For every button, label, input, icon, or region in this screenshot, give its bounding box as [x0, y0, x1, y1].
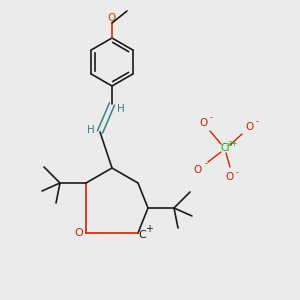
Text: O: O	[246, 122, 254, 132]
Text: O: O	[226, 172, 234, 182]
Text: +: +	[145, 224, 153, 234]
Text: 3+: 3+	[228, 141, 238, 147]
Text: H: H	[117, 104, 125, 114]
Text: O: O	[199, 118, 207, 128]
Text: -: -	[205, 160, 208, 169]
Text: Cl: Cl	[220, 143, 230, 153]
Text: H: H	[87, 125, 95, 135]
Text: -: -	[209, 113, 212, 122]
Text: O: O	[75, 228, 83, 238]
Text: -: -	[256, 118, 259, 127]
Text: -: -	[236, 169, 238, 178]
Text: O: O	[194, 165, 202, 175]
Text: O: O	[108, 13, 116, 23]
Text: C: C	[138, 230, 146, 240]
